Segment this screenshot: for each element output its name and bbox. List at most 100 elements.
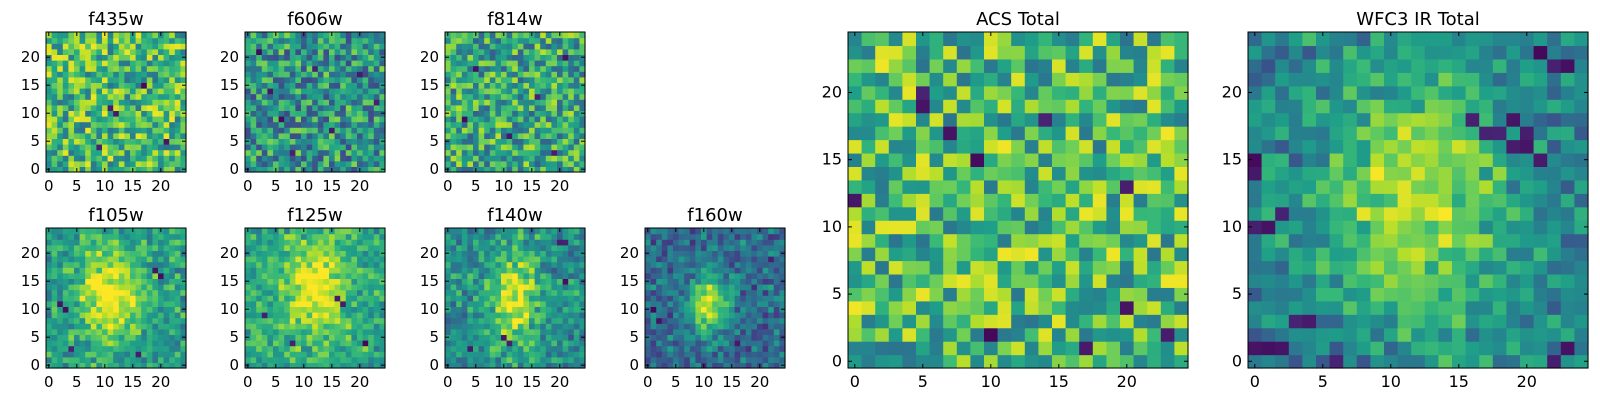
heatmap-cell bbox=[450, 88, 457, 95]
heatmap-cell bbox=[650, 261, 657, 268]
heatmap-cell bbox=[545, 244, 552, 251]
heatmap-cell bbox=[169, 54, 176, 61]
heatmap-cell bbox=[141, 43, 148, 50]
panel-title: f606w bbox=[287, 9, 342, 30]
heatmap-cell bbox=[90, 284, 97, 291]
heatmap-cell bbox=[473, 132, 480, 139]
heatmap-cell bbox=[706, 250, 713, 257]
heatmap-cell bbox=[729, 328, 736, 335]
heatmap-cell bbox=[351, 43, 358, 50]
heatmap-cell bbox=[456, 32, 463, 39]
heatmap-cell bbox=[317, 239, 324, 246]
heatmap-cell bbox=[256, 228, 263, 235]
heatmap-cell bbox=[90, 110, 97, 117]
heatmap-cell bbox=[174, 116, 181, 123]
heatmap-cell bbox=[62, 104, 69, 111]
heatmap-cell bbox=[96, 239, 103, 246]
heatmap-cell bbox=[124, 312, 131, 319]
heatmap-cell bbox=[362, 82, 369, 89]
heatmap-cell bbox=[51, 323, 58, 330]
heatmap-cell bbox=[689, 323, 696, 330]
heatmap-cell bbox=[1160, 233, 1175, 248]
heatmap-cell bbox=[768, 323, 775, 330]
heatmap-cell bbox=[312, 267, 319, 274]
heatmap-cell bbox=[984, 233, 999, 248]
heatmap-cell bbox=[545, 278, 552, 285]
heatmap-cell bbox=[495, 104, 502, 111]
heatmap-cell bbox=[689, 306, 696, 313]
heatmap-cell bbox=[267, 351, 274, 358]
heatmap-cell bbox=[267, 144, 274, 151]
heatmap-cell bbox=[273, 116, 280, 123]
heatmap-cell bbox=[916, 220, 931, 235]
heatmap-cell bbox=[278, 76, 285, 83]
heatmap-cell bbox=[645, 317, 652, 324]
heatmap-cell bbox=[1120, 179, 1135, 194]
heatmap-cell bbox=[848, 152, 863, 167]
heatmap-cell bbox=[373, 160, 380, 167]
heatmap-cell bbox=[779, 340, 786, 347]
heatmap-cell bbox=[650, 317, 657, 324]
heatmap-cell bbox=[107, 267, 114, 274]
heatmap-cell bbox=[245, 233, 252, 240]
heatmap-cell bbox=[656, 300, 663, 307]
heatmap-cell bbox=[545, 345, 552, 352]
heatmap-cell bbox=[141, 110, 148, 117]
heatmap-cell bbox=[317, 261, 324, 268]
heatmap-cell bbox=[323, 71, 330, 78]
heatmap-cell bbox=[456, 71, 463, 78]
heatmap-cell bbox=[312, 278, 319, 285]
y-tick-label: 20 bbox=[21, 244, 40, 262]
heatmap-cell bbox=[473, 328, 480, 335]
heatmap-cell bbox=[970, 354, 985, 369]
heatmap-cell bbox=[489, 93, 496, 100]
heatmap-cell bbox=[956, 260, 971, 275]
heatmap-cell bbox=[456, 295, 463, 302]
heatmap-cell bbox=[501, 132, 508, 139]
heatmap-cell bbox=[540, 60, 547, 67]
heatmap-cell bbox=[68, 278, 75, 285]
heatmap-cell bbox=[273, 233, 280, 240]
heatmap-cell bbox=[745, 233, 752, 240]
heatmap-cell bbox=[523, 340, 530, 347]
heatmap-cell bbox=[456, 121, 463, 128]
heatmap-cell bbox=[489, 71, 496, 78]
heatmap-cell bbox=[656, 250, 663, 257]
heatmap-cell bbox=[57, 60, 64, 67]
heatmap-cell bbox=[174, 82, 181, 89]
heatmap-cell bbox=[118, 256, 125, 263]
heatmap-cell bbox=[661, 295, 668, 302]
heatmap-cell bbox=[301, 284, 308, 291]
heatmap-cell bbox=[661, 306, 668, 313]
heatmap-cell bbox=[645, 261, 652, 268]
heatmap-cell bbox=[334, 356, 341, 363]
heatmap-cell bbox=[484, 155, 491, 162]
heatmap-cell bbox=[757, 261, 764, 268]
heatmap-cell bbox=[523, 48, 530, 55]
heatmap-cell bbox=[573, 278, 580, 285]
heatmap-cell bbox=[284, 144, 291, 151]
heatmap-cell bbox=[113, 295, 120, 302]
heatmap-cell bbox=[667, 306, 674, 313]
heatmap-cell bbox=[141, 278, 148, 285]
heatmap-cell bbox=[334, 272, 341, 279]
heatmap-cell bbox=[557, 340, 564, 347]
heatmap-cell bbox=[130, 284, 137, 291]
heatmap-cell bbox=[357, 43, 364, 50]
heatmap-cell bbox=[102, 278, 109, 285]
heatmap-cell bbox=[456, 261, 463, 268]
heatmap-cell bbox=[46, 295, 53, 302]
heatmap-cell bbox=[90, 116, 97, 123]
heatmap-cell bbox=[368, 76, 375, 83]
heatmap-cell bbox=[650, 239, 657, 246]
y-tick-label: 10 bbox=[220, 300, 239, 318]
heatmap-cell bbox=[456, 256, 463, 263]
heatmap-cell bbox=[256, 132, 263, 139]
heatmap-cell bbox=[273, 328, 280, 335]
heatmap-cell bbox=[163, 121, 170, 128]
heatmap-cell bbox=[745, 362, 752, 369]
heatmap-cell bbox=[289, 345, 296, 352]
y-tick-label: 20 bbox=[220, 48, 239, 66]
heatmap-cell bbox=[284, 99, 291, 106]
heatmap-cell bbox=[467, 312, 474, 319]
